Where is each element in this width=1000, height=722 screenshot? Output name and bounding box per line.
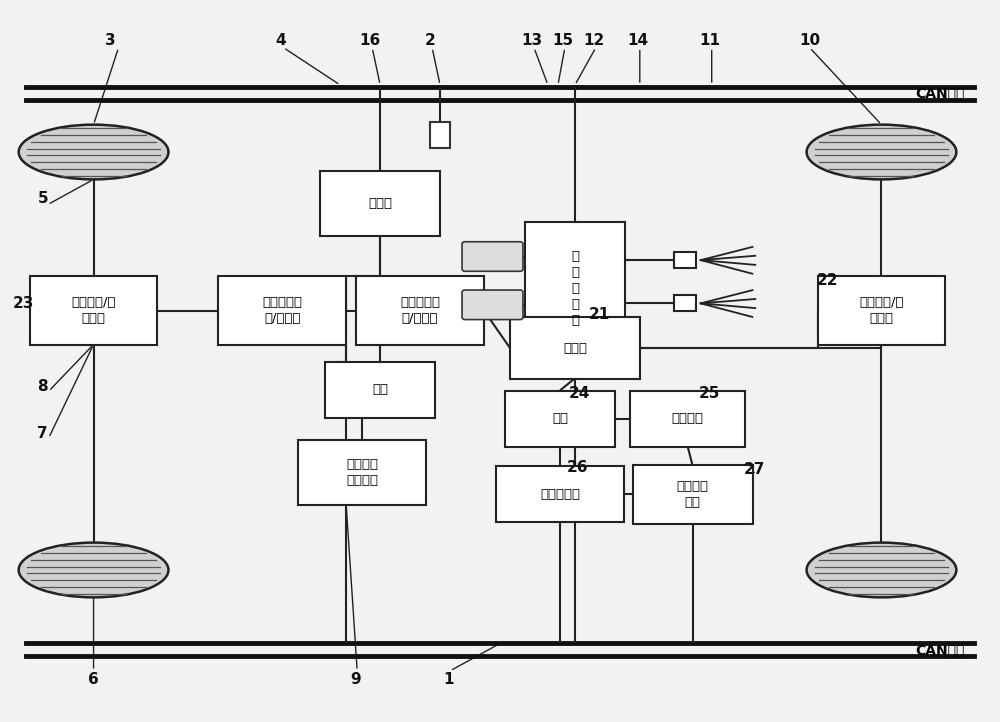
Text: 8: 8 <box>37 379 48 393</box>
FancyBboxPatch shape <box>462 290 523 320</box>
Text: 25: 25 <box>699 386 720 401</box>
FancyBboxPatch shape <box>630 391 745 447</box>
Bar <box>674 252 696 268</box>
FancyBboxPatch shape <box>30 277 157 345</box>
Text: 第一液压马
达/液压泵: 第一液压马 达/液压泵 <box>400 296 440 325</box>
FancyBboxPatch shape <box>298 440 426 505</box>
Text: 11: 11 <box>699 32 720 48</box>
Text: 24: 24 <box>569 386 591 401</box>
FancyBboxPatch shape <box>496 466 624 523</box>
Text: 第二传动/差
速机构: 第二传动/差 速机构 <box>71 296 116 325</box>
FancyBboxPatch shape <box>320 172 440 236</box>
FancyBboxPatch shape <box>525 222 625 356</box>
FancyBboxPatch shape <box>818 277 945 345</box>
Text: 15: 15 <box>552 32 573 48</box>
Bar <box>674 295 696 311</box>
Text: 6: 6 <box>88 672 99 687</box>
Text: 电机: 电机 <box>552 412 568 425</box>
Ellipse shape <box>807 543 956 597</box>
Text: 22: 22 <box>817 273 838 288</box>
Text: 电源管理
系统: 电源管理 系统 <box>677 480 709 509</box>
Text: CAN总线: CAN总线 <box>915 643 964 657</box>
Text: 12: 12 <box>583 32 604 48</box>
FancyBboxPatch shape <box>505 391 615 447</box>
FancyBboxPatch shape <box>510 318 640 378</box>
Ellipse shape <box>19 543 168 597</box>
Text: 7: 7 <box>37 425 48 440</box>
Text: 第二液压马
达/液压泵: 第二液压马 达/液压泵 <box>262 296 302 325</box>
Text: 3: 3 <box>105 32 116 48</box>
Text: 油箱: 油箱 <box>372 383 388 396</box>
Text: 电机控制器: 电机控制器 <box>540 488 580 501</box>
Text: 10: 10 <box>799 32 820 48</box>
Ellipse shape <box>19 125 168 179</box>
FancyBboxPatch shape <box>218 277 346 345</box>
Text: 13: 13 <box>521 32 543 48</box>
Bar <box>430 123 450 148</box>
Text: CAN总线: CAN总线 <box>915 87 964 100</box>
Text: 5: 5 <box>37 191 48 206</box>
Text: 电磁离合
控制单元: 电磁离合 控制单元 <box>346 458 378 487</box>
Ellipse shape <box>807 125 956 179</box>
Text: 9: 9 <box>350 672 361 687</box>
Text: 26: 26 <box>567 460 589 475</box>
Text: 27: 27 <box>744 461 765 477</box>
FancyBboxPatch shape <box>325 362 435 418</box>
Text: 蓄能器: 蓄能器 <box>368 197 392 210</box>
Text: 1: 1 <box>443 672 453 687</box>
Text: 动力电池: 动力电池 <box>672 412 704 425</box>
Text: 16: 16 <box>360 32 381 48</box>
FancyBboxPatch shape <box>462 242 523 271</box>
Text: 14: 14 <box>627 32 648 48</box>
FancyBboxPatch shape <box>356 277 484 345</box>
Text: 21: 21 <box>589 307 610 322</box>
Text: 整
车
控
制
器: 整 车 控 制 器 <box>571 251 579 328</box>
Text: 第一传动/差
速机构: 第一传动/差 速机构 <box>859 296 904 325</box>
Text: 变速箱: 变速箱 <box>563 342 587 355</box>
FancyBboxPatch shape <box>633 465 753 524</box>
Text: 4: 4 <box>275 32 286 48</box>
Text: 2: 2 <box>425 32 435 48</box>
Text: 23: 23 <box>13 296 34 311</box>
